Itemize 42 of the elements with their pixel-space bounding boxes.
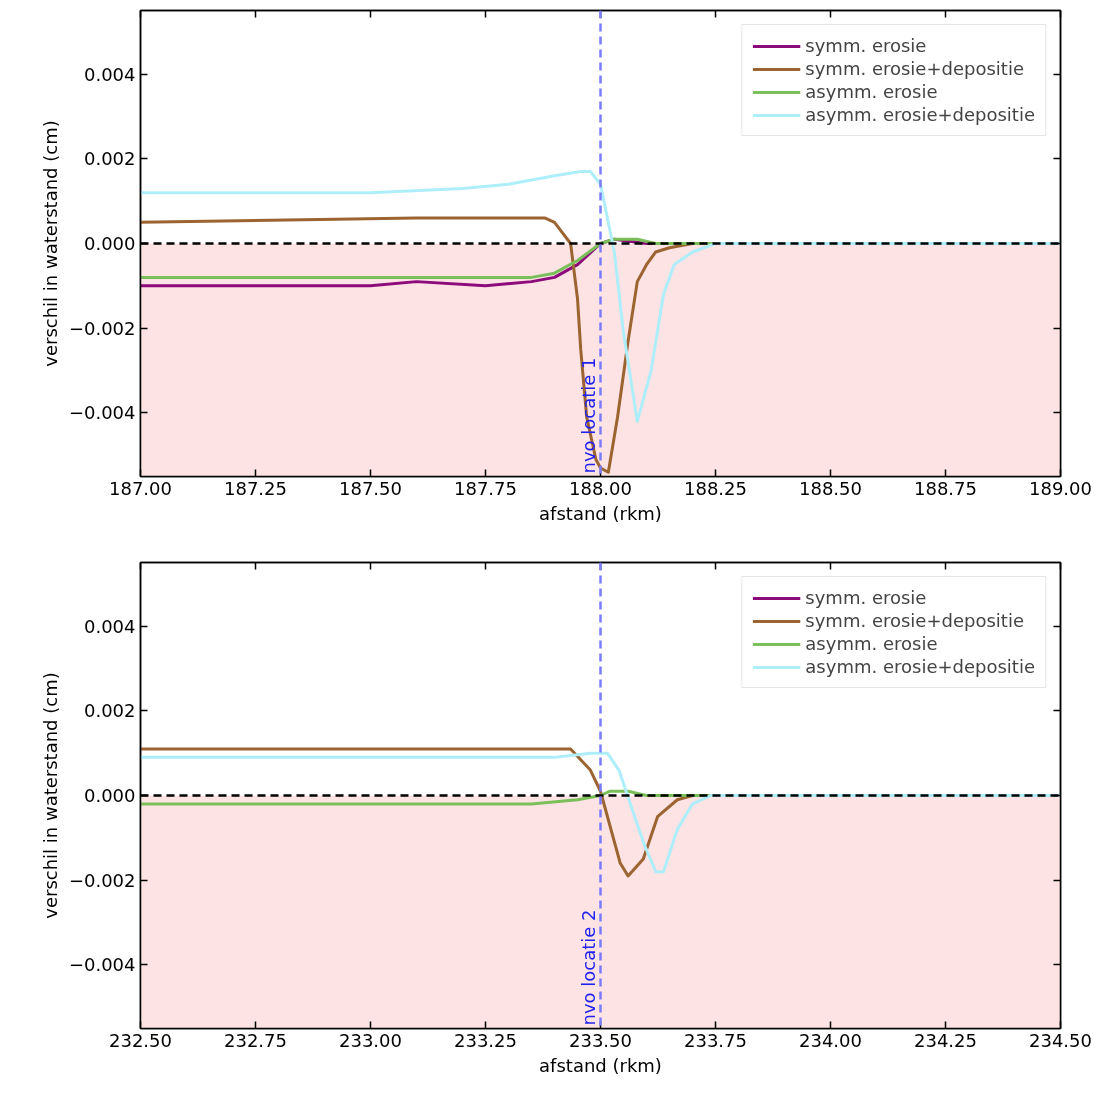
legend-label: asymm. erosie+depositie [805, 656, 1035, 677]
x-axis-title: afstand (rkm) [539, 502, 662, 524]
x-tick-label: 189.00 [1029, 477, 1092, 499]
y-tick-label: 0.000 [83, 233, 136, 254]
x-tick-label: 233.25 [454, 1029, 517, 1051]
x-tick-label: 234.00 [799, 1029, 862, 1051]
y-tick-label: −0.002 [68, 869, 136, 891]
ref-line-label: nvo locatie 2 [577, 909, 599, 1026]
legend-label: asymm. erosie+depositie [805, 104, 1035, 125]
x-tick-label: 188.25 [684, 477, 747, 499]
x-tick-label: 232.75 [224, 1029, 287, 1051]
legend-label: asymm. erosie [805, 81, 938, 102]
x-tick-label: 187.25 [224, 477, 287, 499]
legend-label: symm. erosie+depositie [805, 610, 1024, 631]
y-tick-label: −0.002 [68, 317, 136, 339]
x-tick-label: 188.50 [799, 477, 862, 499]
x-tick-label: 234.25 [914, 1029, 977, 1051]
y-tick-label: 0.000 [83, 785, 136, 806]
x-axis-title: afstand (rkm) [539, 1054, 662, 1076]
y-tick-label: −0.004 [68, 402, 136, 424]
legend-label: symm. erosie [805, 587, 927, 608]
x-tick-label: 233.00 [339, 1029, 402, 1051]
x-tick-label: 234.50 [1029, 1029, 1092, 1051]
y-tick-label: −0.004 [68, 954, 136, 976]
y-axis-title: verschil in waterstand (cm) [39, 672, 61, 919]
y-tick-label: 0.004 [83, 615, 136, 637]
x-tick-label: 233.75 [684, 1029, 747, 1051]
x-tick-label: 187.00 [109, 477, 172, 499]
y-tick-label: 0.002 [83, 148, 136, 170]
x-tick-label: 188.00 [569, 477, 632, 499]
legend-label: symm. erosie+depositie [805, 58, 1024, 79]
legend-label: asymm. erosie [805, 633, 938, 654]
ref-line-label: nvo locatie 1 [577, 357, 599, 474]
legend-label: symm. erosie [805, 35, 927, 56]
y-tick-label: 0.004 [83, 63, 136, 85]
y-axis-title: verschil in waterstand (cm) [39, 120, 61, 367]
x-tick-label: 233.50 [569, 1029, 632, 1051]
x-tick-label: 187.75 [454, 477, 517, 499]
x-tick-label: 188.75 [914, 477, 977, 499]
x-tick-label: 187.50 [339, 477, 402, 499]
x-tick-label: 232.50 [109, 1029, 172, 1051]
y-tick-label: 0.002 [83, 700, 136, 722]
